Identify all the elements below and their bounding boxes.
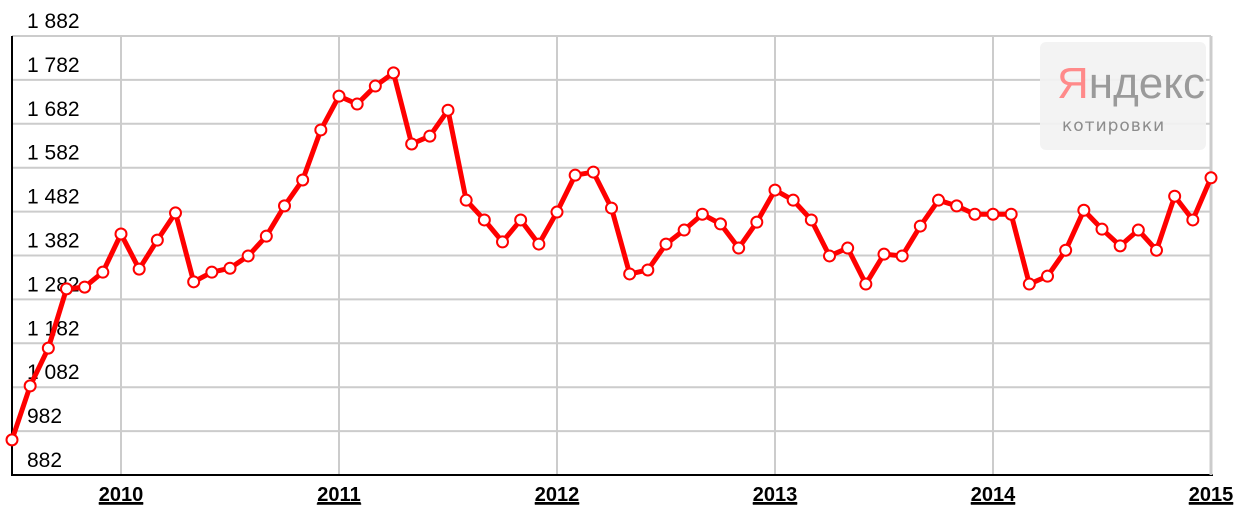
- data-point: [823, 249, 836, 263]
- x-tick-label: 2010: [99, 484, 144, 506]
- x-tick-label: 2013: [753, 484, 798, 506]
- x-axis-labels: 2010 2011 2012 2013 2014 2015: [99, 484, 1234, 506]
- data-point: [932, 193, 945, 207]
- data-point: [205, 265, 219, 279]
- y-tick-label: 1 482: [27, 186, 80, 209]
- data-point: [132, 262, 146, 276]
- data-point: [623, 267, 637, 281]
- data-point: [23, 379, 37, 393]
- data-point: [459, 193, 473, 207]
- data-point: [314, 123, 328, 137]
- data-point: [641, 263, 655, 277]
- watermark-brand: Яндекс: [1057, 59, 1205, 108]
- data-point: [405, 137, 419, 151]
- x-tick-label: 2015: [1189, 484, 1234, 506]
- data-point: [78, 280, 92, 294]
- data-point: [169, 206, 182, 220]
- y-tick-label: 1 682: [27, 98, 80, 121]
- data-point: [150, 233, 164, 247]
- data-point: [368, 79, 382, 93]
- data-point: [296, 173, 310, 187]
- data-point: [332, 89, 346, 103]
- y-tick-label: 982: [27, 405, 62, 428]
- series: [5, 66, 1218, 447]
- data-point: [41, 341, 55, 355]
- x-tick-label: 2014: [971, 484, 1016, 506]
- data-point: [1004, 207, 1018, 221]
- data-point: [1095, 222, 1109, 236]
- data-point: [114, 227, 128, 241]
- data-point: [877, 247, 891, 261]
- data-point: [387, 66, 400, 80]
- data-point: [586, 165, 600, 179]
- data-point: [532, 237, 546, 251]
- data-point: [950, 199, 964, 213]
- data-point: [786, 193, 800, 207]
- grid: [12, 35, 1212, 475]
- data-point: [695, 207, 709, 221]
- data-point: [1077, 203, 1091, 217]
- data-point: [841, 241, 855, 255]
- data-point: [1204, 171, 1218, 185]
- data-point: [187, 275, 201, 289]
- data-point: [859, 277, 873, 291]
- data-point: [550, 205, 564, 219]
- watermark-logo: Яндекс котировки: [1040, 42, 1206, 150]
- y-tick-label: 1 782: [27, 54, 80, 77]
- data-point: [514, 213, 528, 227]
- data-point: [441, 103, 455, 117]
- data-point: [568, 168, 582, 182]
- data-point: [913, 219, 927, 233]
- data-point: [804, 213, 818, 227]
- data-point: [1022, 277, 1036, 291]
- data-point: [496, 235, 509, 249]
- watermark-brand-first: Я: [1057, 59, 1089, 108]
- data-point: [1131, 223, 1145, 237]
- data-point: [96, 265, 110, 279]
- data-point: [60, 282, 73, 296]
- data-point: [732, 241, 746, 255]
- axes: [11, 36, 1213, 476]
- watermark-subtitle: котировки: [1062, 116, 1165, 136]
- y-tick-label: 882: [27, 449, 62, 472]
- data-point: [259, 229, 273, 243]
- data-point: [1041, 269, 1054, 283]
- data-point: [659, 237, 673, 251]
- watermark-brand-rest: ндекс: [1089, 59, 1205, 108]
- x-tick-label: 2011: [317, 484, 360, 506]
- data-point: [1168, 189, 1182, 203]
- data-point: [1186, 213, 1200, 227]
- data-point: [714, 217, 727, 231]
- watermark-background: [1040, 42, 1206, 150]
- data-point: [895, 249, 909, 263]
- data-point: [750, 215, 764, 229]
- x-tick-label: 2012: [535, 484, 580, 506]
- data-point: [1150, 243, 1163, 257]
- data-point: [350, 97, 364, 111]
- data-point: [1059, 243, 1073, 257]
- data-point: [986, 207, 1000, 221]
- data-point: [768, 183, 782, 197]
- y-tick-label: 1 282: [27, 273, 80, 296]
- y-tick-label: 1 382: [27, 230, 80, 253]
- data-point: [423, 129, 437, 143]
- y-tick-label: 1 882: [27, 10, 80, 33]
- data-point: [1113, 239, 1127, 253]
- data-point: [241, 249, 255, 263]
- data-point: [477, 213, 491, 227]
- y-tick-label: 1 582: [27, 142, 80, 165]
- data-point: [605, 201, 618, 215]
- data-point: [677, 223, 691, 237]
- data-point: [968, 207, 982, 221]
- data-point: [5, 433, 19, 447]
- data-point: [278, 199, 291, 213]
- data-point: [223, 261, 237, 275]
